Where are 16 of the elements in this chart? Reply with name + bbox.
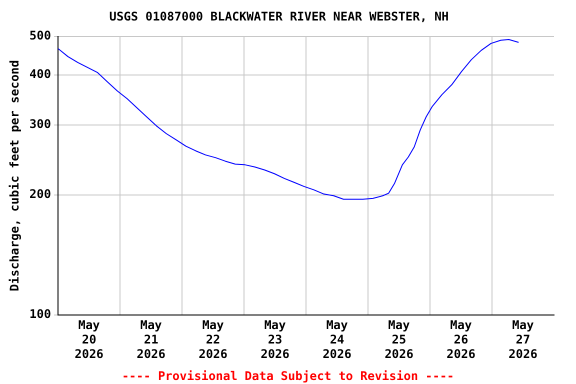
x-tick-label: May 27 2026 — [508, 318, 538, 361]
x-tick-label: May 21 2026 — [136, 318, 166, 361]
y-tick-label: 300 — [29, 116, 52, 131]
y-tick-label: 100 — [29, 306, 52, 321]
x-tick-label: May 20 2026 — [74, 318, 104, 361]
y-axis-title: Discharge, cubic feet per second — [7, 60, 22, 292]
chart-title: USGS 01087000 BLACKWATER RIVER NEAR WEBSTER, NH — [109, 9, 449, 24]
y-tick-label: 400 — [29, 67, 52, 82]
text: ---- Provisional Data Subject to Revision ---- — [122, 369, 454, 383]
x-tick-label: May 26 2026 — [446, 318, 476, 361]
y-tick-label: 200 — [29, 187, 52, 202]
x-tick-label: May 22 2026 — [198, 318, 228, 361]
y-tick-label: 500 — [29, 28, 52, 43]
x-tick-label: May 25 2026 — [384, 318, 414, 361]
x-tick-label: May 23 2026 — [260, 318, 290, 361]
x-tick-label: May 24 2026 — [322, 318, 352, 361]
